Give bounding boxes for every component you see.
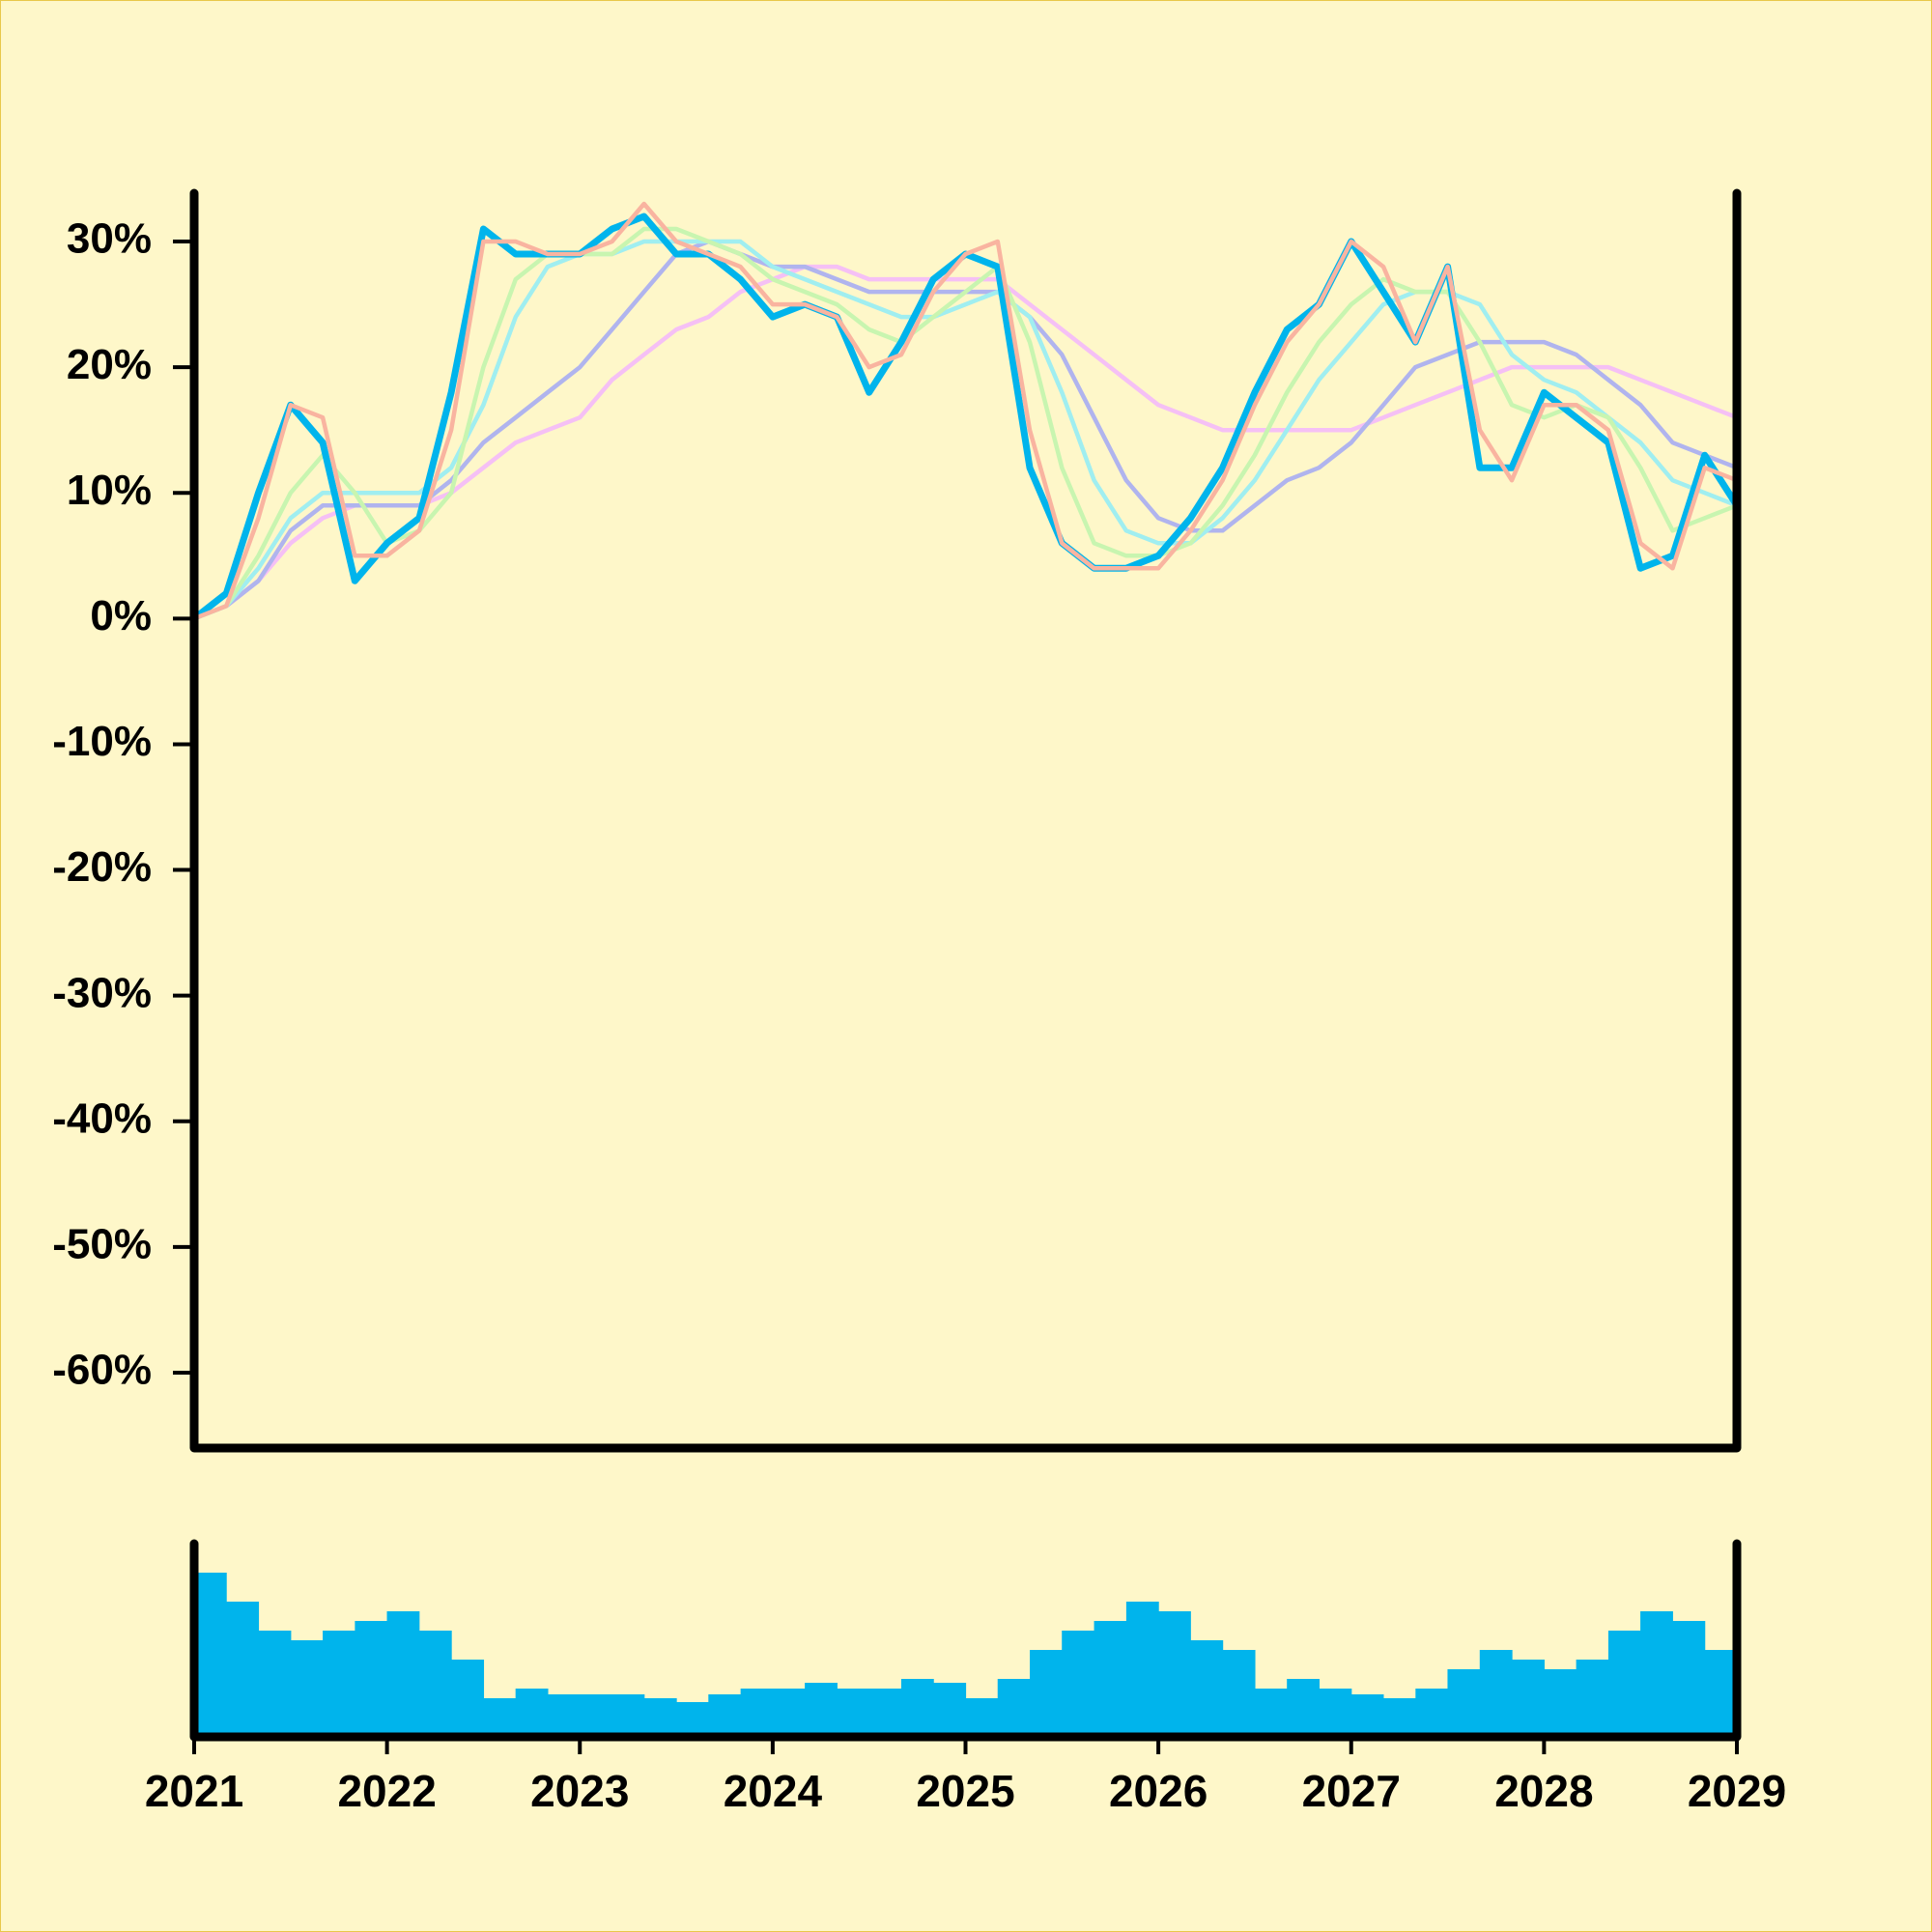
volume-bar [837, 1689, 870, 1737]
volume-bar [1319, 1689, 1352, 1737]
x-tick-label: 2021 [145, 1766, 243, 1816]
x-tick-label: 2027 [1302, 1766, 1401, 1816]
x-tick-label: 2024 [724, 1766, 823, 1816]
volume-bar [868, 1689, 902, 1737]
volume-bar [418, 1631, 452, 1737]
volume-bar [900, 1679, 934, 1737]
y-tick-label: 0% [90, 592, 152, 639]
y-tick-label: -10% [52, 718, 152, 765]
volume-bar [1190, 1640, 1224, 1737]
volume-bar [194, 1573, 227, 1737]
x-tick-label: 2025 [916, 1766, 1014, 1816]
volume-bar [548, 1694, 581, 1737]
volume-bar [1415, 1689, 1449, 1737]
x-tick-label: 2029 [1688, 1766, 1786, 1816]
y-tick-label: 20% [67, 341, 152, 388]
x-tick-label: 2026 [1109, 1766, 1208, 1816]
volume-bar [1222, 1650, 1256, 1737]
volume-bar [1254, 1689, 1288, 1737]
volume-panel: 2021 2022 2023 2024 2025 2026 2027 2028 2029 [145, 1573, 1786, 1816]
volume-bar [1479, 1650, 1513, 1737]
volume-bar [708, 1694, 742, 1737]
volume-bar [1062, 1631, 1095, 1737]
x-tick-label: 2022 [337, 1766, 436, 1816]
volume-bar [1512, 1660, 1545, 1737]
line-series [194, 226, 1737, 621]
plot-area [194, 201, 1737, 622]
x-tick-label: 2023 [530, 1766, 629, 1816]
y-tick-label: -50% [52, 1220, 152, 1267]
volume-bar [1672, 1621, 1706, 1737]
volume-bar [1350, 1694, 1384, 1737]
y-tick-label: 10% [67, 467, 152, 514]
volume-bar [805, 1683, 838, 1737]
volume-bar [997, 1679, 1031, 1737]
volume-bar [933, 1683, 967, 1737]
volume-bar [643, 1698, 677, 1737]
volume-bar [1030, 1650, 1063, 1737]
volume-bar [740, 1689, 774, 1737]
y-tick-label: -30% [52, 969, 152, 1016]
volume-bar [580, 1694, 612, 1737]
volume-bar [1125, 1602, 1159, 1737]
volume-bar [323, 1631, 355, 1737]
volume-bar [1447, 1669, 1481, 1737]
volume-bar [1158, 1611, 1191, 1737]
volume-bar [1704, 1650, 1737, 1737]
volume-bar [675, 1702, 709, 1737]
volume-bar [1382, 1698, 1416, 1737]
y-tick-label: -20% [52, 843, 152, 891]
price-frame [189, 188, 1742, 1453]
volume-bar [772, 1689, 806, 1737]
y-tick-label: -60% [52, 1347, 152, 1394]
volume-bar [1287, 1679, 1321, 1737]
volume-bar [451, 1660, 485, 1737]
plot-area [194, 1573, 1737, 1737]
y-tick-label: 30% [67, 215, 152, 263]
volume-bar [965, 1698, 999, 1737]
x-tick-label: 2028 [1494, 1766, 1593, 1816]
volume-bar [1576, 1660, 1609, 1737]
volume-bar [290, 1640, 324, 1737]
volume-bar [483, 1698, 517, 1737]
volume-bar [226, 1602, 260, 1737]
line-series [194, 239, 1737, 621]
price-panel: 30% 20% 10% 0% -10% -20% -30% -40% -50% -60% [52, 201, 1737, 1394]
volume-bar [1094, 1621, 1127, 1737]
volume-frame [189, 1539, 1742, 1742]
volume-bar [611, 1694, 645, 1737]
volume-bar [1640, 1611, 1673, 1737]
volume-bar [1544, 1669, 1577, 1737]
y-tick-label: -40% [52, 1094, 152, 1142]
volume-bar [258, 1631, 292, 1737]
volume-bar [355, 1621, 388, 1737]
volume-bar [515, 1689, 549, 1737]
line-series [194, 201, 1737, 621]
volume-bar [386, 1611, 420, 1737]
volume-bar [1607, 1631, 1641, 1737]
